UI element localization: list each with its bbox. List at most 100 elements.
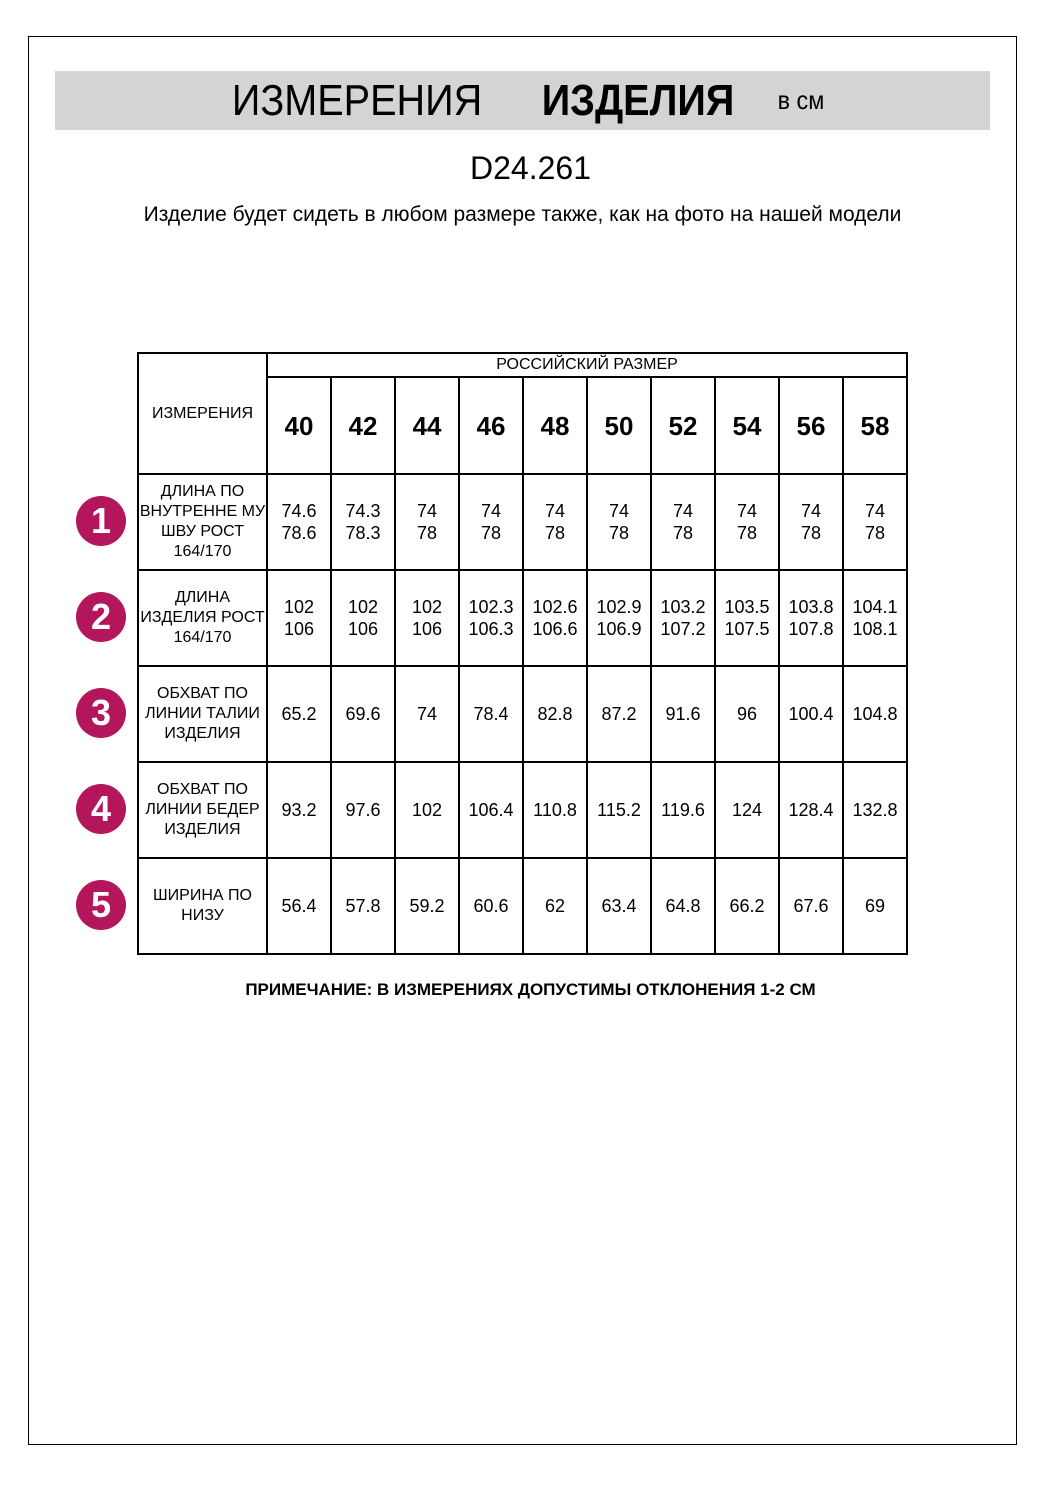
value: 115.2 xyxy=(597,800,641,820)
value: 78 xyxy=(800,523,822,543)
row-number-badge: 3 xyxy=(76,688,126,738)
value: 110.8 xyxy=(533,800,577,820)
value: 59.2 xyxy=(409,896,445,916)
value-cell: 74 78 xyxy=(714,473,780,571)
value-cell: 78.4 xyxy=(458,665,524,763)
value: 106.6 xyxy=(532,619,578,639)
value: 65.2 xyxy=(281,704,317,724)
value-cell: 124 xyxy=(714,761,780,859)
row-label: ОБХВАТ ПО ЛИНИИ БЕДЕР ИЗДЕЛИЯ xyxy=(137,761,268,859)
value-cell: 106.4 xyxy=(458,761,524,859)
corner-header: ИЗМЕРЕНИЯ xyxy=(137,352,268,475)
value: 102 xyxy=(347,597,379,617)
value-cell: 103.2 107.2 xyxy=(650,569,716,667)
value: 103.5 xyxy=(724,597,770,617)
table-row: ДЛИНА ПО ВНУТРЕННЕ МУ ШВУ РОСТ 164/170 74… xyxy=(137,473,908,571)
value-cell: 59.2 xyxy=(394,857,460,955)
size-header: 52 xyxy=(650,376,716,475)
row-label: ОБХВАТ ПО ЛИНИИ ТАЛИИ ИЗДЕЛИЯ xyxy=(137,665,268,763)
title-band: ИЗМЕРЕНИЯ ИЗДЕЛИЯ в см xyxy=(55,71,990,130)
table-row: ОБХВАТ ПО ЛИНИИ БЕДЕР ИЗДЕЛИЯ 93.2 97.6 102… xyxy=(137,761,908,859)
value-cell: 56.4 xyxy=(266,857,332,955)
value: 102 xyxy=(283,597,315,617)
size-header: 56 xyxy=(778,376,844,475)
value-cell: 74 78 xyxy=(394,473,460,571)
value: 107.8 xyxy=(788,619,834,639)
row-number-badge: 5 xyxy=(76,880,126,930)
value: 74.6 xyxy=(281,501,317,521)
value: 93.2 xyxy=(281,800,317,820)
value: 60.6 xyxy=(473,896,509,916)
value: 74 xyxy=(480,501,502,521)
table-row: ДЛИНА ИЗДЕЛИЯ РОСТ 164/170 102 106 102 106 10… xyxy=(137,569,908,667)
value: 108.1 xyxy=(852,619,898,639)
value: 104.1 xyxy=(852,597,898,617)
size-header: 44 xyxy=(394,376,460,475)
value: 91.6 xyxy=(665,704,701,724)
value-cell: 102 xyxy=(394,761,460,859)
value-cell: 57.8 xyxy=(330,857,396,955)
note: ПРИМЕЧАНИЕ: В ИЗМЕРЕНИЯХ ДОПУСТИМЫ ОТКЛО… xyxy=(245,980,816,999)
page-frame xyxy=(28,36,1017,1445)
value-cell: 102.6 106.6 xyxy=(522,569,588,667)
value: 74 xyxy=(800,501,822,521)
group-header: РОССИЙСКИЙ РАЗМЕР xyxy=(266,352,908,378)
row-number-badge: 2 xyxy=(76,592,126,642)
value: 78 xyxy=(480,523,502,543)
row-label: ДЛИНА ПО ВНУТРЕННЕ МУ ШВУ РОСТ 164/170 xyxy=(137,473,268,571)
value-cell: 74 78 xyxy=(842,473,908,571)
value: 57.8 xyxy=(345,896,381,916)
value: 100.4 xyxy=(788,704,834,724)
value: 102 xyxy=(411,597,443,617)
row-number-badge: 1 xyxy=(76,496,126,546)
value-cell: 62 xyxy=(522,857,588,955)
value: 78 xyxy=(736,523,758,543)
value-cell: 132.8 xyxy=(842,761,908,859)
value: 74 xyxy=(672,501,694,521)
value-cell: 119.6 xyxy=(650,761,716,859)
value: 78.4 xyxy=(473,704,509,724)
size-table: ИЗМЕРЕНИЯ РОССИЙСКИЙ РАЗМЕР 40 42 44 46 48 50 52… xyxy=(137,352,908,955)
value: 78 xyxy=(608,523,630,543)
value: 106.3 xyxy=(468,619,514,639)
value: 78 xyxy=(416,523,438,543)
value: 64.8 xyxy=(665,896,701,916)
value-cell: 74.3 78.3 xyxy=(330,473,396,571)
value: 106 xyxy=(347,619,379,639)
value: 78 xyxy=(864,523,886,543)
value-cell: 74 78 xyxy=(458,473,524,571)
size-header: 48 xyxy=(522,376,588,475)
value: 74 xyxy=(736,501,758,521)
value-cell: 87.2 xyxy=(586,665,652,763)
value: 78 xyxy=(672,523,694,543)
value: 74 xyxy=(864,501,886,521)
value-cell: 102 106 xyxy=(266,569,332,667)
value: 132.8 xyxy=(852,800,898,820)
value-cell: 63.4 xyxy=(586,857,652,955)
size-header: 40 xyxy=(266,376,332,475)
value: 107.2 xyxy=(660,619,706,639)
value: 102.9 xyxy=(596,597,642,617)
value: 63.4 xyxy=(601,896,637,916)
value: 106 xyxy=(411,619,443,639)
value-cell: 65.2 xyxy=(266,665,332,763)
value-cell: 74.6 78.6 xyxy=(266,473,332,571)
value: 74 xyxy=(416,501,438,521)
value-cell: 69.6 xyxy=(330,665,396,763)
value: 128.4 xyxy=(788,800,834,820)
value: 102.6 xyxy=(532,597,578,617)
value: 78.3 xyxy=(345,523,381,543)
value: 107.5 xyxy=(724,619,770,639)
value-cell: 74 78 xyxy=(650,473,716,571)
value: 119.6 xyxy=(661,800,705,820)
row-number-badge: 4 xyxy=(76,784,126,834)
value-cell: 74 78 xyxy=(522,473,588,571)
value-cell: 102 106 xyxy=(394,569,460,667)
value-cell: 104.8 xyxy=(842,665,908,763)
value: 96 xyxy=(736,704,758,724)
title-unit: в см xyxy=(777,85,824,115)
value-cell: 96 xyxy=(714,665,780,763)
value: 106.9 xyxy=(596,619,642,639)
value-cell: 82.8 xyxy=(522,665,588,763)
size-header: 46 xyxy=(458,376,524,475)
